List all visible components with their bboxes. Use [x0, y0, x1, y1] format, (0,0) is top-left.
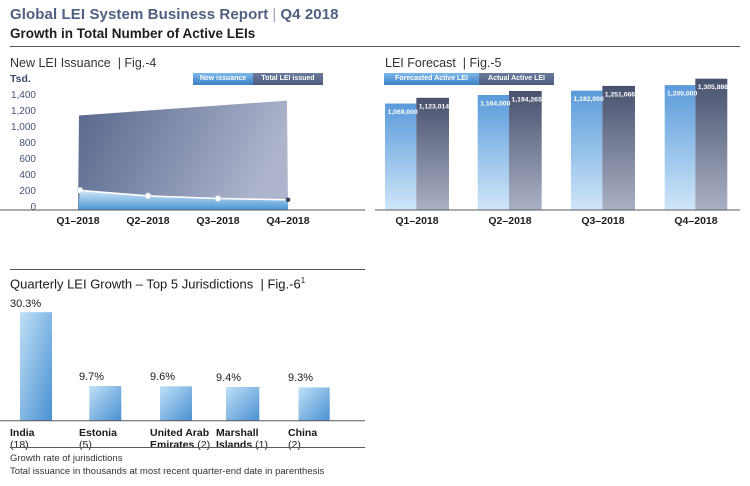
svg-text:1,164,000: 1,164,000: [480, 101, 510, 108]
svg-text:1,182,000: 1,182,000: [574, 96, 604, 103]
svg-text:1,069,000: 1,069,000: [388, 109, 418, 116]
svg-text:1,200,000: 1,200,000: [667, 91, 697, 98]
svg-text:1,123,014: 1,123,014: [419, 104, 449, 111]
svg-text:1,305,886: 1,305,886: [698, 84, 728, 91]
svg-text:1,194,265: 1,194,265: [512, 97, 542, 104]
svg-text:1,251,066: 1,251,066: [605, 92, 635, 99]
